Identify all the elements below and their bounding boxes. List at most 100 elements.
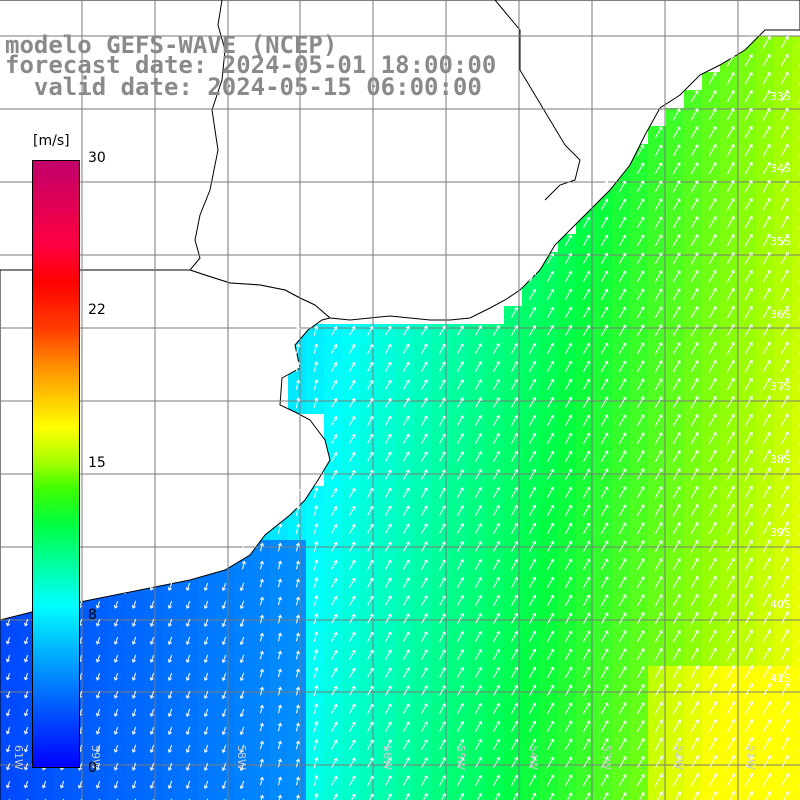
wind-arrow xyxy=(654,557,663,571)
wind-arrow xyxy=(528,432,537,445)
wind-arrow xyxy=(420,685,428,697)
wind-arrow xyxy=(726,341,735,355)
wind-arrow xyxy=(690,521,699,535)
wind-arrow xyxy=(295,325,301,336)
wind-arrow xyxy=(582,324,591,337)
wind-arrow xyxy=(420,757,428,769)
wind-arrow xyxy=(149,762,155,771)
lon-label: 58W xyxy=(235,745,248,770)
wind-arrow xyxy=(780,35,789,49)
wind-arrow xyxy=(456,451,464,463)
wind-cell xyxy=(90,792,108,800)
wind-arrow xyxy=(403,415,410,426)
wind-arrow xyxy=(672,665,681,679)
wind-arrow xyxy=(672,593,681,607)
wind-arrow xyxy=(654,755,663,769)
wind-arrow xyxy=(403,505,410,516)
wind-arrow xyxy=(618,612,627,625)
wind-arrow xyxy=(726,89,735,103)
wind-arrow xyxy=(510,378,519,391)
wind-arrow xyxy=(167,618,173,627)
wind-arrow xyxy=(528,306,537,319)
wind-arrow xyxy=(708,431,717,445)
wind-arrow xyxy=(221,618,227,628)
wind-arrow xyxy=(600,684,609,697)
wind-cell xyxy=(432,792,450,800)
wind-arrow xyxy=(367,433,374,444)
wind-arrow xyxy=(295,596,301,606)
wind-arrow xyxy=(546,684,555,697)
wind-arrow xyxy=(780,71,789,85)
wind-arrow xyxy=(582,666,591,679)
wind-arrow xyxy=(404,793,410,800)
colorbar-tick-30: 30 xyxy=(88,150,106,166)
wind-cell xyxy=(792,558,800,576)
wind-arrow xyxy=(618,504,627,517)
wind-arrow xyxy=(528,756,537,769)
wind-arrow xyxy=(582,522,591,535)
wind-arrow xyxy=(295,704,301,714)
wind-arrow xyxy=(492,558,501,571)
wind-arrow xyxy=(582,288,591,301)
wind-arrow xyxy=(636,180,645,193)
wind-arrow xyxy=(654,216,663,229)
wind-arrow xyxy=(528,576,537,589)
wind-arrow xyxy=(259,686,265,696)
wind-arrow xyxy=(438,361,446,372)
wind-arrow xyxy=(239,690,245,700)
wind-cell xyxy=(522,792,540,800)
wind-arrow xyxy=(636,648,645,661)
wind-arrow xyxy=(762,718,772,733)
wind-arrow xyxy=(672,270,681,283)
wind-arrow xyxy=(582,558,591,571)
wind-arrow xyxy=(331,505,338,516)
wind-arrow xyxy=(113,762,119,771)
wind-arrow xyxy=(618,522,627,535)
wind-arrow xyxy=(600,288,609,301)
wind-arrow xyxy=(600,270,609,283)
wind-arrow xyxy=(618,738,627,751)
wind-arrow xyxy=(239,672,245,682)
wind-arrow xyxy=(295,379,301,390)
wind-arrow xyxy=(744,161,753,175)
wind-arrow xyxy=(510,774,519,787)
wind-arrow xyxy=(295,578,301,588)
wind-arrow xyxy=(420,523,428,534)
wind-arrow xyxy=(654,701,663,715)
wind-arrow xyxy=(474,379,482,391)
wind-arrow xyxy=(654,252,663,265)
wind-arrow xyxy=(95,762,101,771)
wind-arrow xyxy=(600,648,609,661)
wind-arrow xyxy=(367,721,374,732)
wind-arrow xyxy=(762,539,771,553)
wind-arrow xyxy=(492,594,501,607)
wind-arrow xyxy=(313,649,319,660)
wind-arrow xyxy=(420,541,428,553)
wind-cell xyxy=(792,648,800,666)
wind-arrow xyxy=(456,595,464,607)
wind-arrow xyxy=(420,577,428,589)
wind-arrow xyxy=(149,726,155,735)
wind-arrow xyxy=(474,630,483,643)
wind-cell xyxy=(0,792,18,800)
wind-arrow xyxy=(528,486,537,499)
wind-arrow xyxy=(420,613,428,625)
wind-arrow xyxy=(546,468,555,481)
wind-arrow xyxy=(546,702,555,715)
wind-arrow xyxy=(618,306,627,319)
wind-arrow xyxy=(41,780,47,789)
wind-arrow xyxy=(710,790,718,800)
wind-arrow xyxy=(762,772,772,787)
wind-arrow xyxy=(474,648,483,661)
wind-arrow xyxy=(331,757,338,768)
wind-arrow xyxy=(95,636,101,645)
wind-arrow xyxy=(510,738,519,751)
wind-arrow xyxy=(459,792,465,800)
wind-arrow xyxy=(438,757,446,769)
wind-arrow xyxy=(385,451,392,462)
wind-arrow xyxy=(546,720,555,733)
wind-arrow xyxy=(762,35,771,49)
wind-arrow xyxy=(277,740,283,750)
wind-arrow xyxy=(167,600,173,609)
wind-arrow xyxy=(546,342,555,355)
